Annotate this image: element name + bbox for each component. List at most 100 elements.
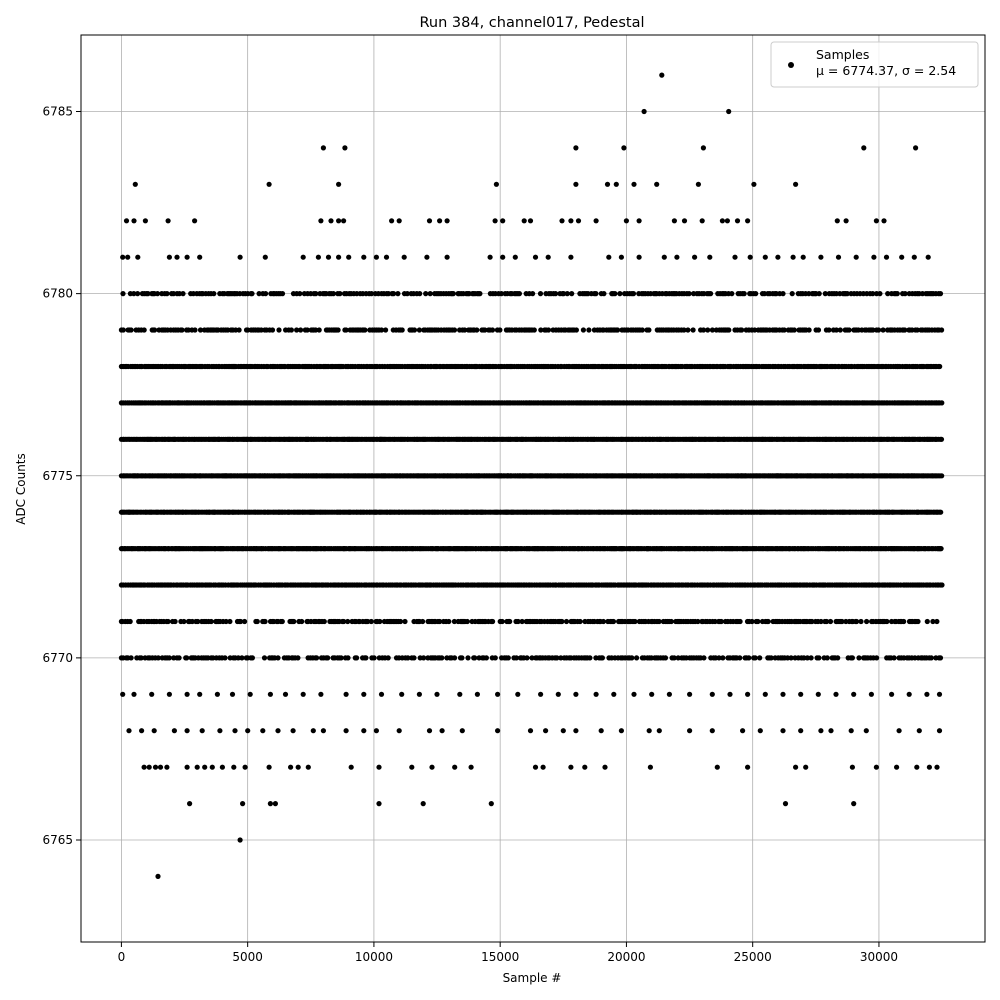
data-point <box>320 728 326 734</box>
data-point <box>780 728 786 734</box>
data-point <box>809 618 815 625</box>
data-point <box>692 254 698 260</box>
data-point <box>636 254 642 260</box>
data-point <box>780 691 786 697</box>
data-point <box>868 691 875 697</box>
data-point <box>843 218 849 224</box>
data-point <box>577 618 583 625</box>
data-point <box>727 691 733 697</box>
data-point <box>695 181 702 187</box>
data-point <box>631 181 637 187</box>
data-point <box>139 728 145 734</box>
data-point <box>262 618 268 625</box>
data-point <box>368 618 374 625</box>
data-point <box>237 837 243 843</box>
data-point <box>420 801 426 807</box>
data-point <box>623 218 630 224</box>
data-point <box>181 618 187 625</box>
data-point <box>187 801 193 807</box>
data-point <box>345 618 351 625</box>
data-point <box>915 618 921 625</box>
data-point <box>389 218 395 224</box>
data-point <box>267 691 273 697</box>
data-point <box>437 618 443 625</box>
data-point <box>295 764 301 770</box>
data-point <box>141 327 147 333</box>
data-point <box>849 655 856 661</box>
data-point <box>699 218 705 224</box>
data-point <box>858 618 864 625</box>
data-point <box>543 728 549 734</box>
data-point <box>444 218 450 224</box>
data-point <box>687 691 693 697</box>
data-point <box>871 254 877 260</box>
data-point <box>930 618 936 625</box>
data-point <box>540 764 546 770</box>
data-point <box>707 254 713 260</box>
data-point <box>120 254 126 260</box>
data-point <box>939 400 945 406</box>
data-point <box>889 691 895 697</box>
data-point <box>936 728 943 734</box>
data-point <box>426 218 433 224</box>
data-point <box>229 691 236 697</box>
data-point <box>559 218 565 224</box>
data-point <box>361 728 367 734</box>
data-point <box>421 655 427 661</box>
data-point <box>719 218 726 224</box>
data-point <box>176 655 182 661</box>
data-point <box>924 691 930 697</box>
data-point <box>151 728 157 734</box>
data-point <box>399 327 405 333</box>
data-point <box>636 218 642 224</box>
dense-level-row <box>118 655 944 661</box>
data-point <box>762 254 768 260</box>
data-point <box>853 254 859 260</box>
dense-level-row <box>118 400 945 406</box>
data-point <box>483 655 489 661</box>
data-point <box>457 691 463 697</box>
data-point <box>851 691 857 697</box>
data-point <box>724 218 731 224</box>
data-point <box>348 764 354 770</box>
data-point <box>197 691 203 697</box>
data-point <box>336 218 342 224</box>
data-point <box>560 728 566 734</box>
data-point <box>377 618 383 625</box>
data-point <box>123 218 130 224</box>
sample-points <box>118 72 945 880</box>
data-point <box>765 618 771 625</box>
data-point <box>242 764 248 770</box>
data-point <box>749 618 755 625</box>
data-point <box>818 728 824 734</box>
data-point <box>321 618 327 625</box>
data-point <box>192 218 198 224</box>
data-point <box>499 618 505 625</box>
data-point <box>827 618 834 625</box>
data-point <box>600 618 607 625</box>
data-point <box>446 618 452 625</box>
data-point <box>507 618 513 625</box>
data-point <box>575 218 582 224</box>
data-point <box>247 691 253 697</box>
data-point <box>492 218 498 224</box>
data-point <box>513 655 520 661</box>
data-point <box>299 618 305 625</box>
data-point <box>411 655 417 661</box>
data-point <box>300 254 306 260</box>
data-point <box>266 181 272 187</box>
data-point <box>343 691 349 697</box>
data-point <box>318 691 324 697</box>
data-point <box>464 618 470 625</box>
data-point <box>320 145 326 151</box>
data-point <box>714 764 720 770</box>
data-point <box>489 327 496 333</box>
data-point <box>629 655 635 661</box>
data-point <box>385 655 391 661</box>
data-point <box>131 691 137 697</box>
data-point <box>573 691 579 697</box>
data-point <box>141 764 147 770</box>
data-point <box>573 181 579 187</box>
data-point <box>647 764 654 770</box>
data-point <box>314 655 320 661</box>
